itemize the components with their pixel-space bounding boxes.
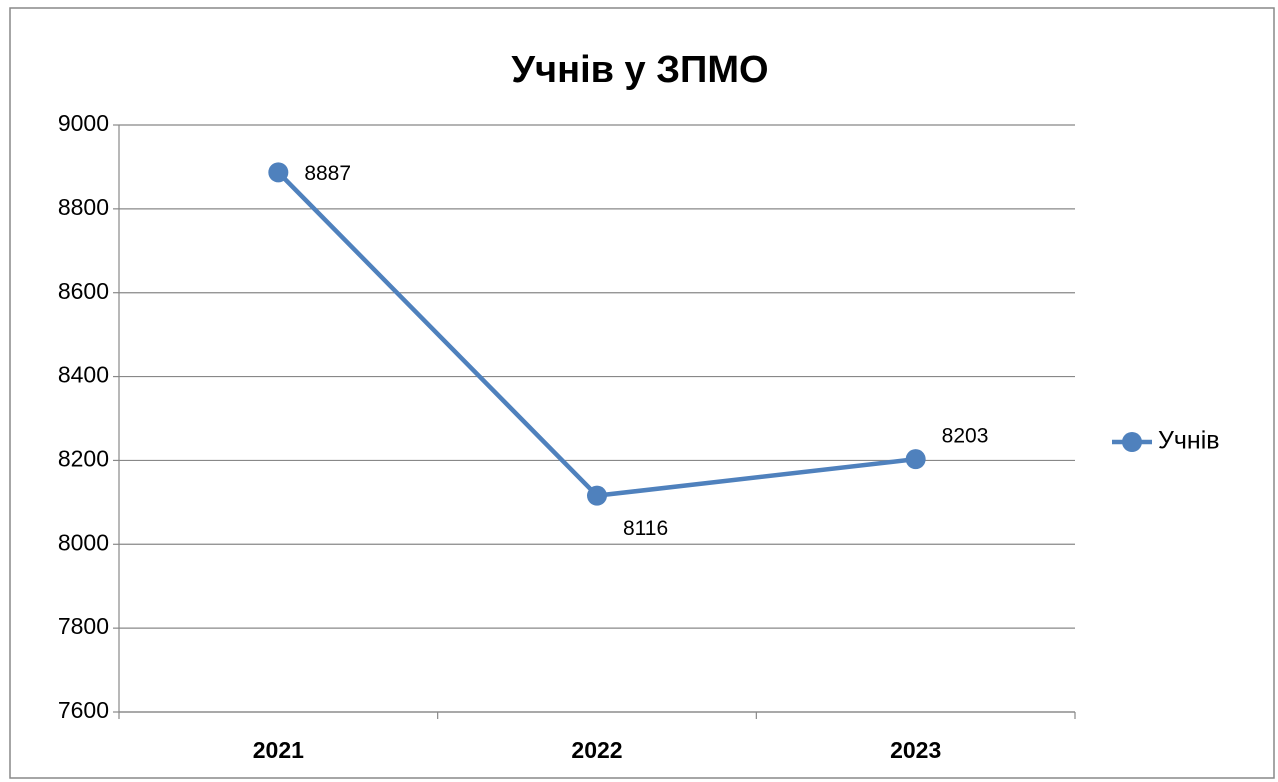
point (905, 449, 926, 470)
y-tick-label: 9000 (58, 110, 109, 136)
x-tick-label: 2023 (890, 737, 941, 763)
point (587, 485, 607, 506)
point (268, 162, 289, 183)
y-tick-label: 8400 (58, 362, 109, 388)
chart-border (9, 7, 1275, 779)
y-tick-label: 7800 (58, 613, 109, 639)
x-tick-label: 2021 (253, 737, 304, 763)
data-label: 8203 (942, 425, 989, 448)
y-tick-label: 8000 (58, 529, 109, 555)
legend-label: Учнів (1158, 427, 1220, 455)
y-tick-label: 7600 (58, 697, 109, 723)
legend-marker (1122, 432, 1142, 452)
data-label: 8116 (623, 517, 668, 540)
chart-title: Учнів у ЗПМО (511, 49, 768, 91)
y-tick-label: 8200 (58, 446, 109, 472)
data-label: 8887 (304, 162, 351, 185)
y-tick-label: 8800 (58, 194, 109, 220)
x-tick-label: 2022 (571, 737, 622, 763)
y-tick-label: 8600 (58, 278, 109, 304)
